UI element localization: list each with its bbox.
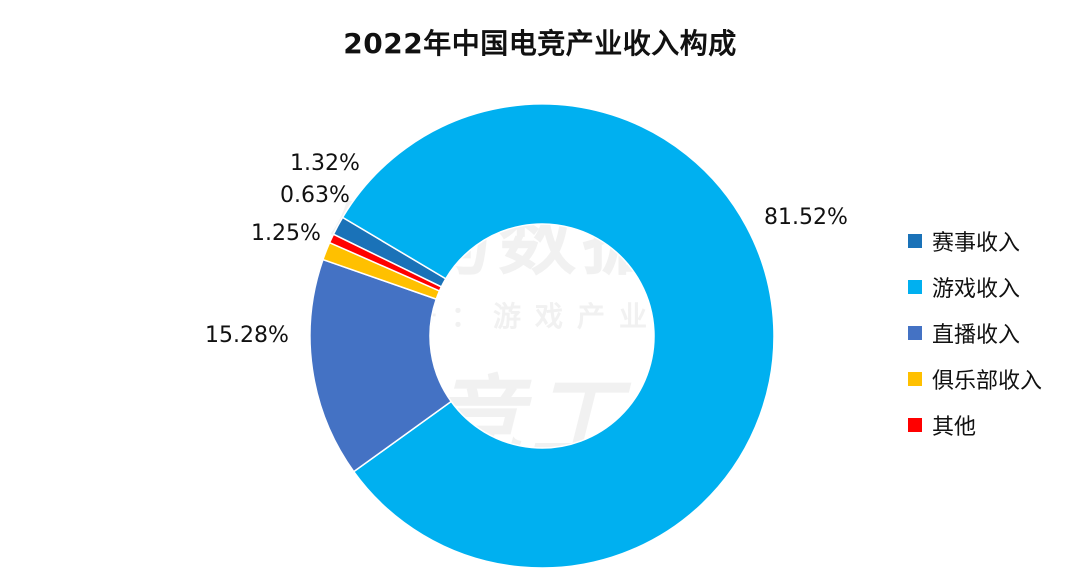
legend-swatch-4: [908, 372, 922, 386]
chart-legend: 赛事收入游戏收入直播收入俱乐部收入其他: [908, 218, 1078, 448]
legend-item-5: 其他: [908, 402, 1078, 448]
slice-value-label-1: 1.32%: [290, 151, 360, 176]
legend-item-4: 俱乐部收入: [908, 356, 1078, 402]
legend-label-4: 俱乐部收入: [932, 369, 1043, 394]
legend-label-5: 其他: [932, 415, 977, 440]
donut-slice-5: [328, 233, 443, 292]
chart-title: 2022年中国电竞产业收入构成: [343, 27, 737, 60]
legend-label-2: 游戏收入: [932, 277, 1021, 302]
legend-swatch-1: [908, 234, 922, 248]
donut-slice-2: [341, 103, 775, 569]
legend-label-3: 直播收入: [932, 323, 1021, 348]
legend-swatch-5: [908, 418, 922, 432]
legend-item-2: 游戏收入: [908, 264, 1078, 310]
slice-value-label-4: 1.25%: [251, 221, 321, 246]
donut-slice-labels: 1.32% 81.52% 15.28% 1.25% 0.63%: [205, 151, 848, 348]
legend-item-3: 直播收入: [908, 310, 1078, 356]
slice-value-label-5: 0.63%: [280, 183, 350, 208]
legend-item-1: 赛事收入: [908, 218, 1078, 264]
legend-swatch-3: [908, 326, 922, 340]
donut-slices: [309, 103, 775, 569]
slice-value-label-2: 81.52%: [764, 205, 848, 230]
legend-swatch-2: [908, 280, 922, 294]
donut-slice-3: [309, 258, 453, 473]
slice-value-label-3: 15.28%: [205, 323, 289, 348]
legend-label-1: 赛事收入: [932, 231, 1021, 256]
